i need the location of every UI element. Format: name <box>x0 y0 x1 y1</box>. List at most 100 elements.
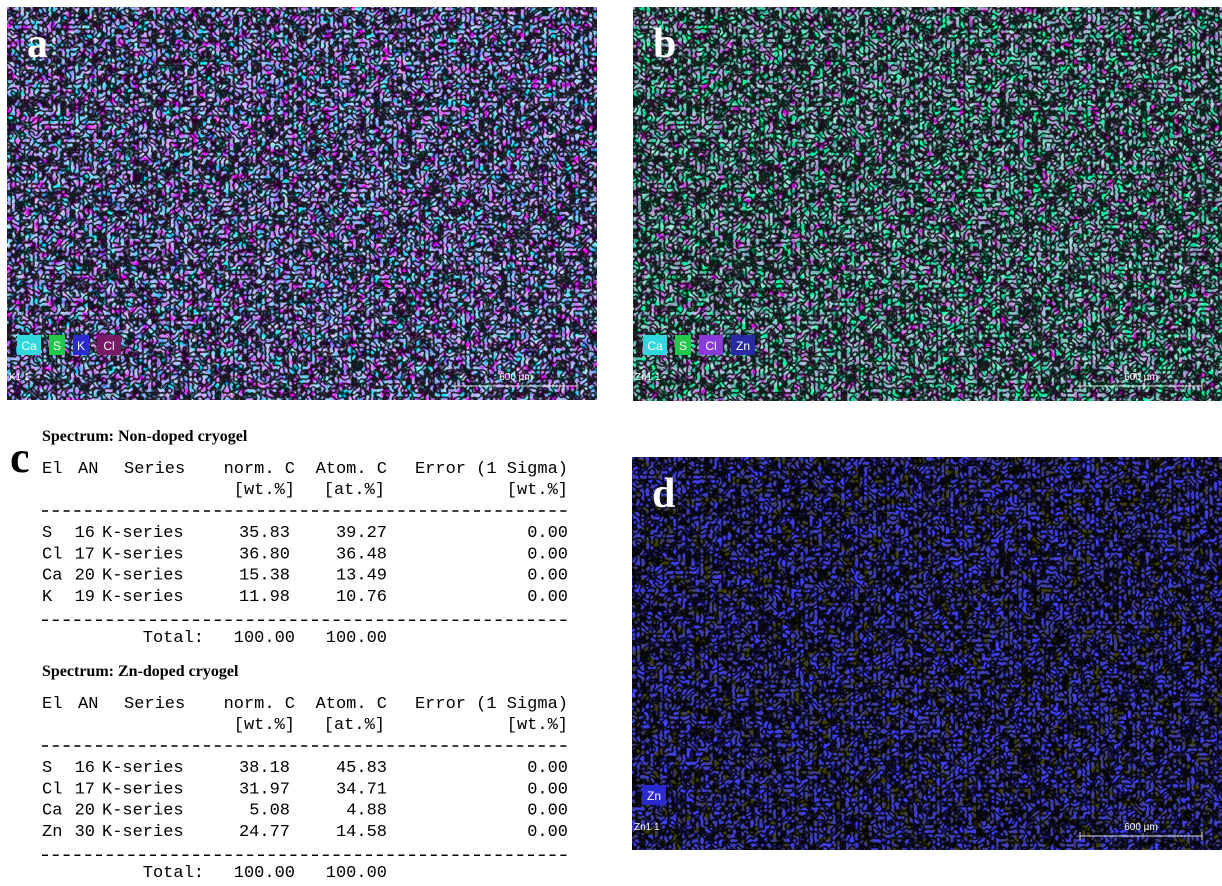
map-panel: b Ca S Cl Zn Zn1 1 600 µm <box>633 7 1222 401</box>
column-unit: [wt.%] <box>234 481 295 500</box>
cell: K-series <box>102 524 184 543</box>
cell: 16 <box>75 524 95 543</box>
cell: 16 <box>75 759 95 778</box>
cell: 20 <box>75 802 95 821</box>
scale-label: 600 µm <box>1124 372 1158 383</box>
cell: S <box>42 759 52 778</box>
column-header: AN <box>78 695 98 714</box>
spectra-table: c Spectrum: Non-doped cryogel El AN Series n… <box>0 420 620 886</box>
cell: 35.83 <box>239 524 290 543</box>
column-header: norm. C <box>224 460 295 479</box>
cell: 24.77 <box>239 823 290 842</box>
cell: 17 <box>75 780 95 799</box>
cell: 0.00 <box>527 588 568 607</box>
total-label: Total: <box>143 864 204 883</box>
cell: K-series <box>102 823 184 842</box>
total-value: 100.00 <box>234 864 295 883</box>
cell: Zn <box>42 823 62 842</box>
cell: 34.71 <box>336 780 387 799</box>
cell: 31.97 <box>239 780 290 799</box>
legend-label: Ca <box>647 339 663 353</box>
scale-label: 600 µm <box>1124 822 1158 833</box>
cell: 36.48 <box>336 545 387 564</box>
legend-label: Zn <box>736 339 750 353</box>
cell: 30 <box>75 823 95 842</box>
legend-label: S <box>679 339 687 353</box>
cell: 15.38 <box>239 567 290 586</box>
map-id: K1 1 <box>9 372 30 383</box>
cell: 11.98 <box>239 588 290 607</box>
panel-label: d <box>652 471 675 517</box>
cell: 10.76 <box>336 588 387 607</box>
column-header: Series <box>124 695 185 714</box>
total-value: 100.00 <box>234 629 295 648</box>
column-unit: [wt.%] <box>234 716 295 735</box>
legend-label: Zn <box>647 789 661 803</box>
cell: K-series <box>102 567 184 586</box>
column-header: Atom. C <box>316 695 387 714</box>
spectrum-title: Spectrum: Zn-doped cryogel <box>42 663 239 680</box>
panel-label: a <box>27 21 48 67</box>
cell: 19 <box>75 588 95 607</box>
cell: S <box>42 524 52 543</box>
spectrum-title: Spectrum: Non-doped cryogel <box>42 428 248 445</box>
cell: 0.00 <box>527 802 568 821</box>
column-header: norm. C <box>224 695 295 714</box>
cell: K-series <box>102 588 184 607</box>
legend-label: K <box>77 339 85 353</box>
cell: 5.08 <box>249 802 290 821</box>
column-header: El <box>42 460 62 479</box>
cell: 0.00 <box>527 545 568 564</box>
map-panel: a Ca S K Cl K1 1 600 µm <box>7 7 597 400</box>
column-unit: [at.%] <box>324 481 385 500</box>
column-header: Series <box>124 460 185 479</box>
cell: 4.88 <box>346 802 387 821</box>
cell: 0.00 <box>527 567 568 586</box>
total-value: 100.00 <box>326 629 387 648</box>
total-label: Total: <box>143 629 204 648</box>
map-id: Zn1 1 <box>635 372 661 383</box>
column-header: Atom. C <box>316 460 387 479</box>
cell: K-series <box>102 545 184 564</box>
figure: a Ca S K Cl K1 1 600 µm b Ca S Cl Zn Zn1 1 600 µm d Z… <box>0 0 1222 886</box>
cell: 17 <box>75 545 95 564</box>
cell: 13.49 <box>336 567 387 586</box>
map-specks <box>7 7 597 400</box>
map-panel: d Zn Zn1 1 600 µm <box>632 457 1222 850</box>
cell: Cl <box>42 545 62 564</box>
cell: 0.00 <box>527 759 568 778</box>
scale-label: 600 µm <box>499 372 533 383</box>
cell: 45.83 <box>336 759 387 778</box>
column-unit: [wt.%] <box>507 716 568 735</box>
cell: 14.58 <box>336 823 387 842</box>
cell: K-series <box>102 759 184 778</box>
cell: 0.00 <box>527 524 568 543</box>
map-specks <box>632 457 1222 850</box>
cell: 0.00 <box>527 823 568 842</box>
legend-label: Ca <box>21 339 37 353</box>
total-value: 100.00 <box>326 864 387 883</box>
legend-label: S <box>53 339 61 353</box>
cell: 38.18 <box>239 759 290 778</box>
column-header: El <box>42 695 62 714</box>
cell: K <box>42 588 53 607</box>
column-header: AN <box>78 460 98 479</box>
cell: 20 <box>75 567 95 586</box>
cell: 36.80 <box>239 545 290 564</box>
cell: Ca <box>42 567 62 586</box>
legend-label: Cl <box>103 339 114 353</box>
cell: K-series <box>102 780 184 799</box>
column-header: Error (1 Sigma) <box>415 460 568 479</box>
panel-label: c <box>10 433 30 482</box>
column-unit: [at.%] <box>324 716 385 735</box>
legend-label: Cl <box>705 339 716 353</box>
cell: 0.00 <box>527 780 568 799</box>
column-header: Error (1 Sigma) <box>415 695 568 714</box>
cell: Cl <box>42 780 62 799</box>
cell: K-series <box>102 802 184 821</box>
panel-label: b <box>653 21 676 67</box>
cell: Ca <box>42 802 62 821</box>
cell: 39.27 <box>336 524 387 543</box>
column-unit: [wt.%] <box>507 481 568 500</box>
map-id: Zn1 1 <box>634 822 660 833</box>
